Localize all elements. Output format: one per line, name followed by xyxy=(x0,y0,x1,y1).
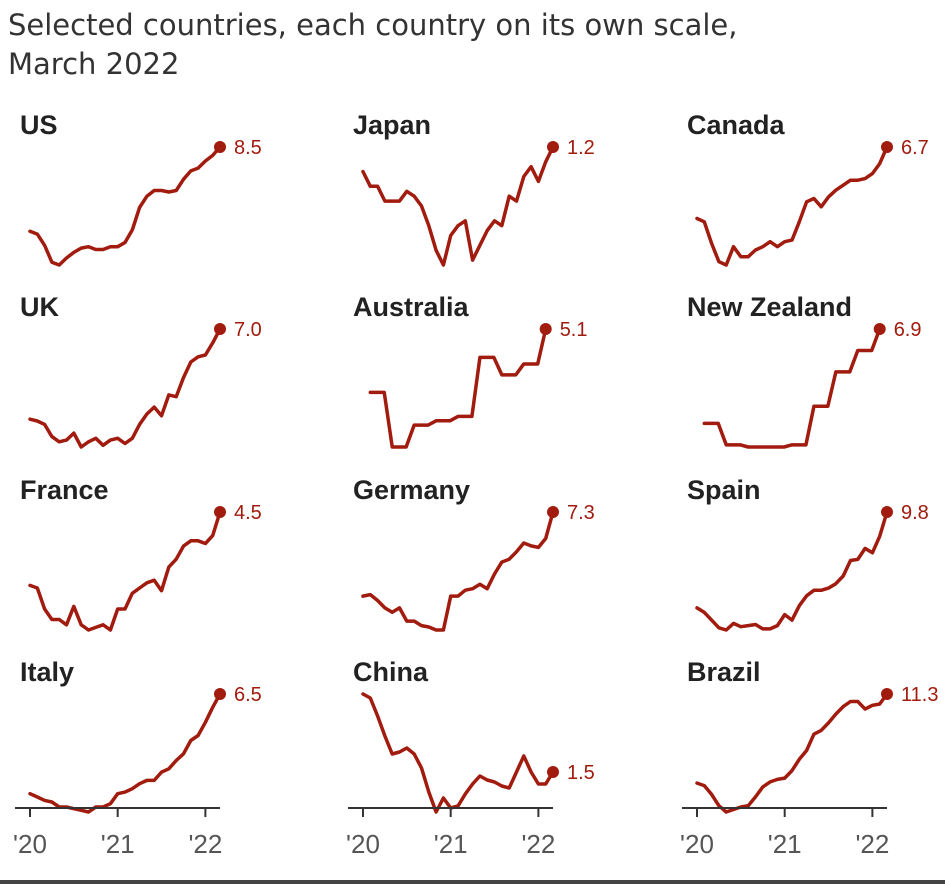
end-point xyxy=(214,323,226,335)
chart-title: Selected countries, each country on its … xyxy=(8,6,908,84)
end-point xyxy=(881,506,893,518)
x-tick-label: '22 xyxy=(188,829,222,859)
panel-china: China 1.5 '20 '21 '22 xyxy=(346,657,595,859)
panel-italy: Italy 6.5 '20 '21 '22 xyxy=(13,657,262,859)
panel-title: New Zealand xyxy=(687,292,852,322)
panel-title: Italy xyxy=(20,657,74,687)
panel-brazil: Brazil 11.3 '20 '21 '22 xyxy=(680,657,938,859)
series-line xyxy=(28,510,222,632)
end-point xyxy=(539,323,552,335)
end-point xyxy=(214,506,226,518)
end-point xyxy=(547,506,559,518)
panel-title: US xyxy=(20,110,58,140)
panel-title: Canada xyxy=(687,110,786,140)
series-line xyxy=(28,145,222,267)
panel-canada: Canada 6.7 xyxy=(687,110,929,267)
x-tick-label: '21 xyxy=(434,829,468,859)
panel-france: France 4.5 xyxy=(20,475,262,632)
x-tick-label: '21 xyxy=(101,829,135,859)
end-point xyxy=(873,323,886,335)
panel-title: France xyxy=(20,475,109,505)
end-point xyxy=(881,688,893,700)
x-tick-label: '20 xyxy=(13,829,47,859)
panel-australia: Australia 5.1 xyxy=(353,292,588,449)
series-line xyxy=(361,510,555,632)
end-value-label: 4.5 xyxy=(234,502,262,524)
end-value-label: 6.5 xyxy=(234,684,262,706)
end-point xyxy=(214,688,226,700)
end-value-label: 6.9 xyxy=(894,319,922,341)
x-tick-label: '22 xyxy=(521,829,555,859)
end-value-label: 9.8 xyxy=(901,502,929,524)
x-tick-label: '21 xyxy=(768,829,802,859)
panel-us: US 8.5 xyxy=(20,110,262,267)
end-value-label: 11.3 xyxy=(901,684,938,706)
panel-title: Germany xyxy=(353,475,470,505)
panel-japan: Japan 1.2 xyxy=(353,110,595,267)
panel-title: Japan xyxy=(353,110,431,140)
end-value-label: 6.7 xyxy=(901,137,929,159)
end-value-label: 5.1 xyxy=(560,319,588,341)
bottom-rule xyxy=(0,880,945,884)
chart-title-line-2: March 2022 xyxy=(8,47,180,81)
panel-new-zealand: New Zealand 6.9 xyxy=(687,292,922,449)
end-point xyxy=(881,141,893,153)
end-value-label: 1.5 xyxy=(567,762,595,784)
series-line xyxy=(695,145,889,267)
series-line xyxy=(368,327,548,449)
panel-spain: Spain 9.8 xyxy=(687,475,929,632)
panel-title: Australia xyxy=(353,292,470,322)
series-line xyxy=(361,145,555,267)
series-line xyxy=(361,692,555,814)
series-line xyxy=(695,692,889,814)
end-value-label: 7.0 xyxy=(234,319,262,341)
series-line xyxy=(702,327,882,449)
x-tick-label: '20 xyxy=(680,829,714,859)
end-point xyxy=(547,141,559,153)
end-value-label: 7.3 xyxy=(567,502,595,524)
series-line xyxy=(28,692,222,814)
panel-germany: Germany 7.3 xyxy=(353,475,595,632)
panel-title: Brazil xyxy=(687,657,761,687)
x-tick-label: '22 xyxy=(855,829,889,859)
end-point xyxy=(214,141,226,153)
chart-title-line-1: Selected countries, each country on its … xyxy=(8,8,738,42)
panel-title: UK xyxy=(20,292,59,322)
end-value-label: 8.5 xyxy=(234,137,262,159)
series-line xyxy=(28,327,222,449)
panel-uk: UK 7.0 xyxy=(20,292,262,449)
x-tick-label: '20 xyxy=(346,829,380,859)
end-value-label: 1.2 xyxy=(567,137,595,159)
panel-title: Spain xyxy=(687,475,761,505)
end-point xyxy=(547,766,559,778)
series-line xyxy=(695,510,889,632)
panel-title: China xyxy=(353,657,429,687)
